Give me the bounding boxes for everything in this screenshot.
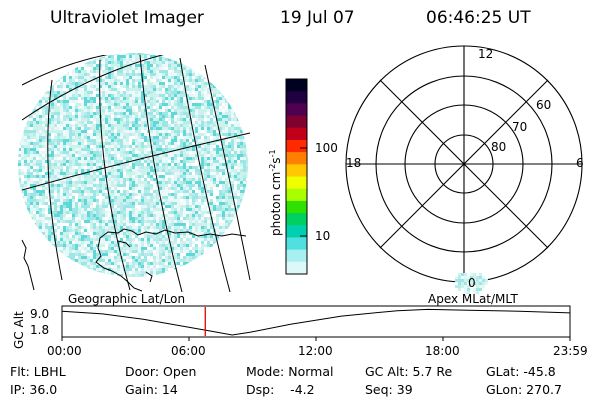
instrument-title: Ultraviolet Imager <box>50 8 204 28</box>
apex-coords-label: Apex MLat/MLT <box>428 292 518 306</box>
polar-mlt-plot <box>345 45 583 283</box>
colorbar-cell <box>286 176 307 190</box>
time-label: 06:46:25 UT <box>426 8 531 28</box>
polar-emission-spot <box>455 273 488 294</box>
altitude-strip-chart <box>61 305 571 341</box>
coastline <box>21 228 247 292</box>
mlat-label-70: 70 <box>512 120 528 134</box>
colorbar-cell <box>286 261 307 275</box>
colorbar-cell <box>286 188 307 202</box>
longitude-line <box>179 57 231 293</box>
colorbar <box>285 78 308 275</box>
strip-xtick-3: 18:00 <box>425 344 460 358</box>
date-label: 19 Jul 07 <box>280 8 355 28</box>
auroral-image-panel <box>18 53 251 293</box>
mlt-label-12: 12 <box>478 47 494 61</box>
colorbar-unit-label: photon cm-2s-1 <box>268 149 283 236</box>
colorbar-cell <box>286 237 307 251</box>
mlt-label-18: 18 <box>346 156 362 170</box>
glon-status: GLon: 270.7 <box>486 382 562 397</box>
longitude-line <box>204 64 251 281</box>
auroral-emission-image <box>18 53 248 277</box>
gc-alt-status: GC Alt: 5.7 Re <box>365 364 453 379</box>
dsp-status: Dsp: -4.2 <box>246 382 315 397</box>
strip-xtick-1: 06:00 <box>171 344 206 358</box>
colorbar-cell <box>286 213 307 226</box>
colorbar-tick-100: 100 <box>315 141 338 155</box>
mlat-label-80: 80 <box>491 140 507 154</box>
strip-ylabel: GC Alt <box>12 311 26 349</box>
latitude-line <box>22 55 165 121</box>
mlt-label-0: 0 <box>468 276 476 290</box>
colorbar-cell <box>286 249 307 263</box>
geographic-coords-label: Geographic Lat/Lon <box>68 292 186 306</box>
colorbar-cell <box>286 115 307 129</box>
seq-status: Seq: 39 <box>365 382 413 397</box>
mode-status: Mode: Normal <box>246 364 334 379</box>
strip-xtick-4: 23:59 <box>553 344 588 358</box>
longitude-line <box>99 59 131 291</box>
colorbar-cell <box>286 127 307 141</box>
colorbar-cell <box>286 200 307 214</box>
strip-ytick-bottom: 1.8 <box>30 323 50 337</box>
strip-xtick-2: 12:00 <box>298 344 333 358</box>
colorbar-cell <box>286 103 307 117</box>
colorbar-cell <box>286 79 307 92</box>
ip-status: IP: 36.0 <box>10 382 58 397</box>
geographic-grid <box>22 55 251 293</box>
colorbar-cell <box>286 91 307 104</box>
door-status: Door: Open <box>125 364 197 379</box>
filter-status: Flt: LBHL <box>10 364 66 379</box>
polar-diagonal <box>379 79 549 249</box>
mlt-label-6: 6 <box>576 156 584 170</box>
longitude-line <box>47 79 63 281</box>
latitude-line <box>22 55 109 86</box>
colorbar-cell <box>286 225 307 238</box>
colorbar-cell <box>286 152 307 165</box>
glat-status: GLat: -45.8 <box>486 364 556 379</box>
mlat-label-60: 60 <box>536 98 552 112</box>
colorbar-tick-10: 10 <box>315 229 331 243</box>
colorbar-cell <box>286 139 307 153</box>
longitude-line <box>139 55 183 293</box>
strip-xtick-0: 00:00 <box>47 344 82 358</box>
strip-ytick-top: 9.0 <box>30 307 50 321</box>
colorbar-cell <box>286 164 307 177</box>
gc-altitude-curve <box>61 308 571 336</box>
gain-status: Gain: 14 <box>125 382 178 397</box>
